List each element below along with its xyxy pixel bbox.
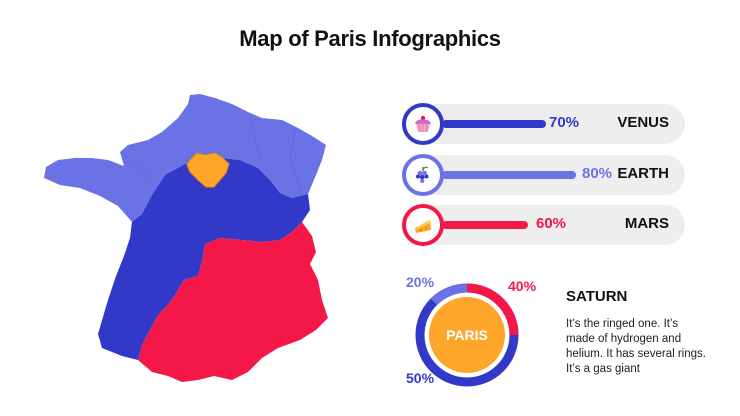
map-region-south xyxy=(138,222,328,382)
page-title: Map of Paris Infographics xyxy=(239,26,501,51)
paris-donut: PARIS xyxy=(415,283,519,387)
donut-percent-20: 20% xyxy=(406,274,435,290)
cheese-icon xyxy=(415,220,431,233)
map-border xyxy=(119,114,301,191)
bar-percent-venus: 70% xyxy=(549,114,580,131)
bar-percent-mars: 60% xyxy=(536,215,567,232)
cupcake-icon xyxy=(415,115,431,133)
bar-fill-mars xyxy=(442,221,528,229)
bar-row-mars: 60% MARS xyxy=(402,204,685,246)
map-region-paris xyxy=(186,152,230,188)
donut-segment-red xyxy=(466,283,519,336)
donut-center-label: PARIS xyxy=(446,327,488,343)
icon-circle-venus xyxy=(402,103,444,145)
donut-segment-lightblue xyxy=(430,283,468,306)
grapes-icon xyxy=(416,166,429,183)
icon-circle-earth xyxy=(402,154,444,196)
bar-row-earth: 80% EARTH xyxy=(402,154,685,196)
donut-percent-50: 50% xyxy=(406,370,435,386)
donut-percent-40: 40% xyxy=(508,278,537,294)
bar-label-venus: VENUS xyxy=(617,114,669,131)
bar-label-earth: EARTH xyxy=(617,165,669,182)
france-map xyxy=(44,94,328,382)
map-region-center xyxy=(98,158,310,360)
map-region-north xyxy=(44,94,326,222)
icon-circle-mars xyxy=(402,204,444,246)
bar-row-venus: 70% VENUS xyxy=(402,103,685,145)
saturn-description: It’s the ringed one. It’s made of hydrog… xyxy=(566,318,706,375)
bar-percent-earth: 80% xyxy=(582,165,613,182)
donut-center xyxy=(429,297,505,373)
saturn-title: SATURN xyxy=(566,288,628,305)
bar-fill-earth xyxy=(442,171,576,179)
bar-fill-venus xyxy=(442,120,546,128)
bar-label-mars: MARS xyxy=(624,215,669,232)
